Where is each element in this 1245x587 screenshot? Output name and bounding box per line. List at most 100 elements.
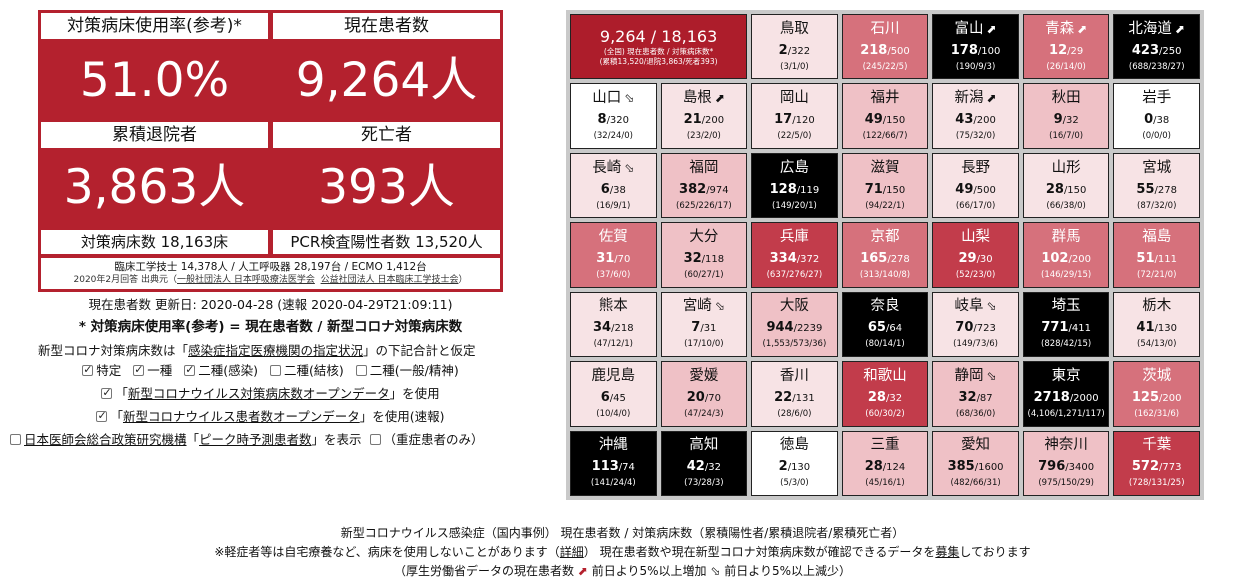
prefecture-cell[interactable]: 福岡 382/974 (625/226/17) [660,152,748,219]
cumulative-counts: (28/6/0) [777,408,812,419]
national-total-cell[interactable]: 9,264 / 18,163 (全国) 現在患者数 / 対策病床数* (累積13… [570,14,748,80]
bed-opendata-checkbox[interactable] [101,385,113,401]
prefecture-name-text: 愛媛 [689,367,719,384]
patients-beds: 49/150 [865,109,906,129]
checkbox-box[interactable] [184,362,196,378]
prefecture-cell[interactable]: 和歌山 28/32 (60/30/2) [841,361,929,427]
current-patients: 2 [778,42,788,58]
prefecture-cell[interactable]: 山梨 29/30 (52/23/0) [932,222,1019,288]
bed-opendata-link[interactable]: 新型コロナウイルス対策病床数オープンデータ [127,386,390,401]
prefecture-cell[interactable]: 鹿児島 6/45 (10/4/0) [570,361,657,427]
prefecture-cell[interactable]: 岐阜 ⬂ 70/723 (149/73/6) [932,291,1019,358]
checkbox-box[interactable] [270,365,282,376]
prefecture-cell[interactable]: 宮城 55/278 (87/32/0) [1113,152,1200,219]
prefecture-cell[interactable]: 神奈川 796/3400 (975/150/29) [1022,430,1110,496]
current-patients-label: 現在患者数 [273,13,500,39]
prefecture-cell[interactable]: 奈良 65/64 (80/14/1) [841,291,929,358]
prefecture-cell[interactable]: 熊本 34/218 (47/12/1) [570,291,657,358]
prefecture-cell[interactable]: 埼玉 771/411 (828/42/15) [1022,291,1110,358]
peak-forecast-checkbox[interactable] [10,434,21,445]
prefecture-cell[interactable]: 佐賀 31/70 (37/6/0) [570,222,657,288]
prefecture-cell[interactable]: 青森 ⬈ 12/29 (26/14/0) [1022,14,1110,80]
checkbox-nishu-kansen[interactable]: 二種(感染) [184,362,258,378]
prefecture-cell[interactable]: 島根 ⬈ 21/200 (23/2/0) [660,83,748,149]
prefecture-cell[interactable]: 兵庫 334/372 (637/276/27) [751,222,838,288]
prefecture-cell[interactable]: 静岡 ⬂ 32/87 (68/36/0) [932,361,1019,427]
pcr-positive: PCR検査陽性者数 13,520人 [273,230,500,254]
prefecture-name: 兵庫 [780,229,809,246]
opt3-mid1: 「 [186,432,200,447]
prefecture-cell[interactable]: 沖縄 113/74 (141/24/4) [570,430,657,496]
prefecture-cell[interactable]: 石川 218/500 (245/22/5) [841,14,929,80]
source-link-respiratory-society[interactable]: 一般社団法人 日本呼吸療法医学会 [177,275,315,285]
prefecture-name-text: 香川 [779,367,809,384]
prefecture-cell[interactable]: 富山 ⬈ 178/100 (190/9/3) [932,14,1019,80]
prefecture-cell[interactable]: 山口 ⬂ 8/320 (32/24/0) [570,83,657,149]
current-patients: 21 [683,112,702,128]
prefecture-name: 広島 [780,160,809,177]
prefecture-cell[interactable]: 香川 22/131 (28/6/0) [751,361,838,427]
prefecture-cell[interactable]: 大分 32/118 (60/27/1) [660,222,748,288]
prefecture-cell[interactable]: 岩手 0/38 (0/0/0) [1113,83,1200,149]
prefecture-cell[interactable]: 山形 28/150 (66/38/0) [1022,152,1110,219]
prefecture-cell[interactable]: 徳島 2/130 (5/3/0) [751,430,838,496]
prefecture-cell[interactable]: 三重 28/124 (45/16/1) [841,430,929,496]
checkbox-box[interactable] [82,362,94,378]
prefecture-cell[interactable]: 長崎 ⬂ 6/38 (16/9/1) [570,152,657,219]
prefecture-cell[interactable]: 愛知 385/1600 (482/66/31) [932,430,1019,496]
current-patients: 944 [766,320,794,336]
checkbox-nishu-kekkaku[interactable]: 二種(結核) [270,363,344,378]
prefecture-cell[interactable]: 高知 42/32 (73/28/3) [660,430,748,496]
patient-opendata-link[interactable]: 新型コロナウイルス患者数オープンデータ [122,409,360,424]
patients-beds: 21/200 [684,109,725,129]
patient-opendata-checkbox[interactable] [96,408,108,424]
current-patients: 70 [955,320,974,336]
bed-count: /200 [1068,253,1091,265]
patients-beds: 28/32 [868,387,902,407]
prefecture-cell[interactable]: 福島 51/111 (72/21/0) [1113,222,1200,288]
opt2-prefix: 「 [110,409,123,424]
prefecture-cell[interactable]: 滋賀 71/150 (94/22/1) [841,152,929,219]
prefecture-name: 鳥取 [780,21,809,38]
checkbox-box[interactable] [355,365,367,376]
prefecture-cell[interactable]: 宮崎 ⬂ 7/31 (17/10/0) [660,291,748,358]
peak-forecast-link[interactable]: ピーク時予測患者数 [199,432,312,447]
prefecture-cell[interactable]: 鳥取 2/322 (3/1/0) [751,14,838,80]
prefecture-cell[interactable]: 茨城 125/200 (162/31/6) [1113,361,1200,427]
prefecture-cell[interactable]: 大阪 944/2239 (1,553/573/36) [751,291,838,358]
prefecture-cell[interactable]: 岡山 17/120 (22/5/0) [751,83,838,149]
prefecture-cell[interactable]: 栃木 41/130 (54/13/0) [1113,291,1200,358]
prefecture-cell[interactable]: 福井 49/150 (122/66/7) [841,83,929,149]
prefecture-cell[interactable]: 秋田 9/32 (16/7/0) [1022,83,1110,149]
prefecture-cell[interactable]: 千葉 572/773 (728/131/25) [1113,430,1200,496]
footer-up-text: 前日より5%以上増加 [591,564,707,578]
prefecture-cell[interactable]: 愛媛 20/70 (47/24/3) [660,361,748,427]
jmari-link[interactable]: 日本医師会総合政策研究機構 [24,432,187,447]
bed-count: /29 [1067,45,1084,57]
checkbox-tokutei[interactable]: 特定 [82,362,121,378]
prefecture-name: 神奈川 [1044,437,1088,454]
checkbox-nishu-ippan[interactable]: 二種(一般/精神) [355,363,459,378]
prefecture-cell[interactable]: 広島 128/119 (149/20/1) [751,152,838,219]
severe-only-checkbox[interactable] [369,434,381,445]
arrow-down-right-icon: ⬂ [710,564,721,578]
cumulative-counts: (54/13/0) [1137,339,1177,350]
patients-beds: 65/64 [868,317,902,337]
checkbox-box[interactable] [133,362,145,378]
designated-hospitals-link[interactable]: 感染症指定医療機関の指定状況 [188,343,364,358]
prefecture-cell[interactable]: 東京 2718/2000 (4,106/1,271/117) [1022,361,1110,427]
source-link-clinical-engineers[interactable]: 公益社団法人 日本臨床工学技士会 [320,275,459,285]
prefecture-cell[interactable]: 新潟 ⬈ 43/200 (75/32/0) [932,83,1019,149]
prefecture-name-text: 新潟 [954,90,984,107]
current-patients: 29 [958,250,977,266]
recruit-link[interactable]: 募集 [935,545,960,559]
national-cumulative: (累積13,520/退院3,863/死者393) [599,56,718,66]
prefecture-cell[interactable]: 京都 165/278 (313/140/8) [841,222,929,288]
prefecture-cell[interactable]: 北海道 ⬈ 423/250 (688/238/27) [1113,14,1200,80]
bed-count: /119 [796,184,820,196]
bed-count: /70 [614,253,631,265]
details-link[interactable]: 詳細 [559,545,584,559]
prefecture-cell[interactable]: 群馬 102/200 (146/29/15) [1022,222,1110,288]
checkbox-isshu[interactable]: 一種 [133,362,172,378]
prefecture-cell[interactable]: 長野 49/500 (66/17/0) [932,152,1019,219]
